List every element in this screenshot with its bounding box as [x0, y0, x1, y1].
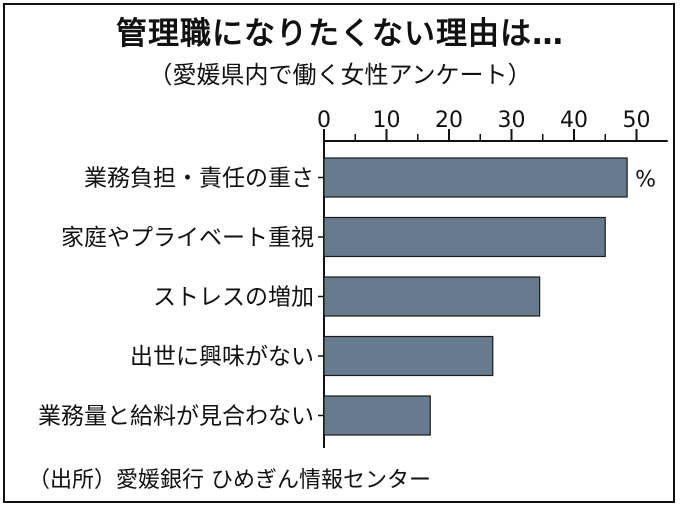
bar [323, 335, 494, 377]
category-label: 業務量と給料が見合わない [38, 404, 314, 430]
x-tick-label: 50 [623, 108, 651, 133]
bar [323, 157, 628, 198]
bar [323, 395, 431, 436]
category-label: 出世に興味がない [130, 344, 314, 370]
bar [323, 276, 541, 317]
category-label: 家庭やプライベート重視 [61, 225, 314, 251]
chart-title: 管理職になりたくない理由は… [116, 16, 564, 52]
source-note: （出所）愛媛銀行 ひめぎん情報センター [28, 468, 431, 493]
x-tick-label: 30 [498, 108, 526, 133]
unit-label: % [635, 168, 656, 193]
x-tick-label: 40 [560, 108, 588, 133]
category-label: 業務負担・責任の重さ [84, 166, 314, 192]
category-label: ストレスの増加 [153, 285, 314, 311]
x-tick-label: 0 [317, 108, 331, 133]
x-tick-label: 10 [373, 108, 401, 133]
bar [323, 216, 606, 258]
x-tick-label: 20 [435, 108, 463, 133]
chart-subtitle: （愛媛県内で働く女性アンケート） [148, 61, 532, 89]
